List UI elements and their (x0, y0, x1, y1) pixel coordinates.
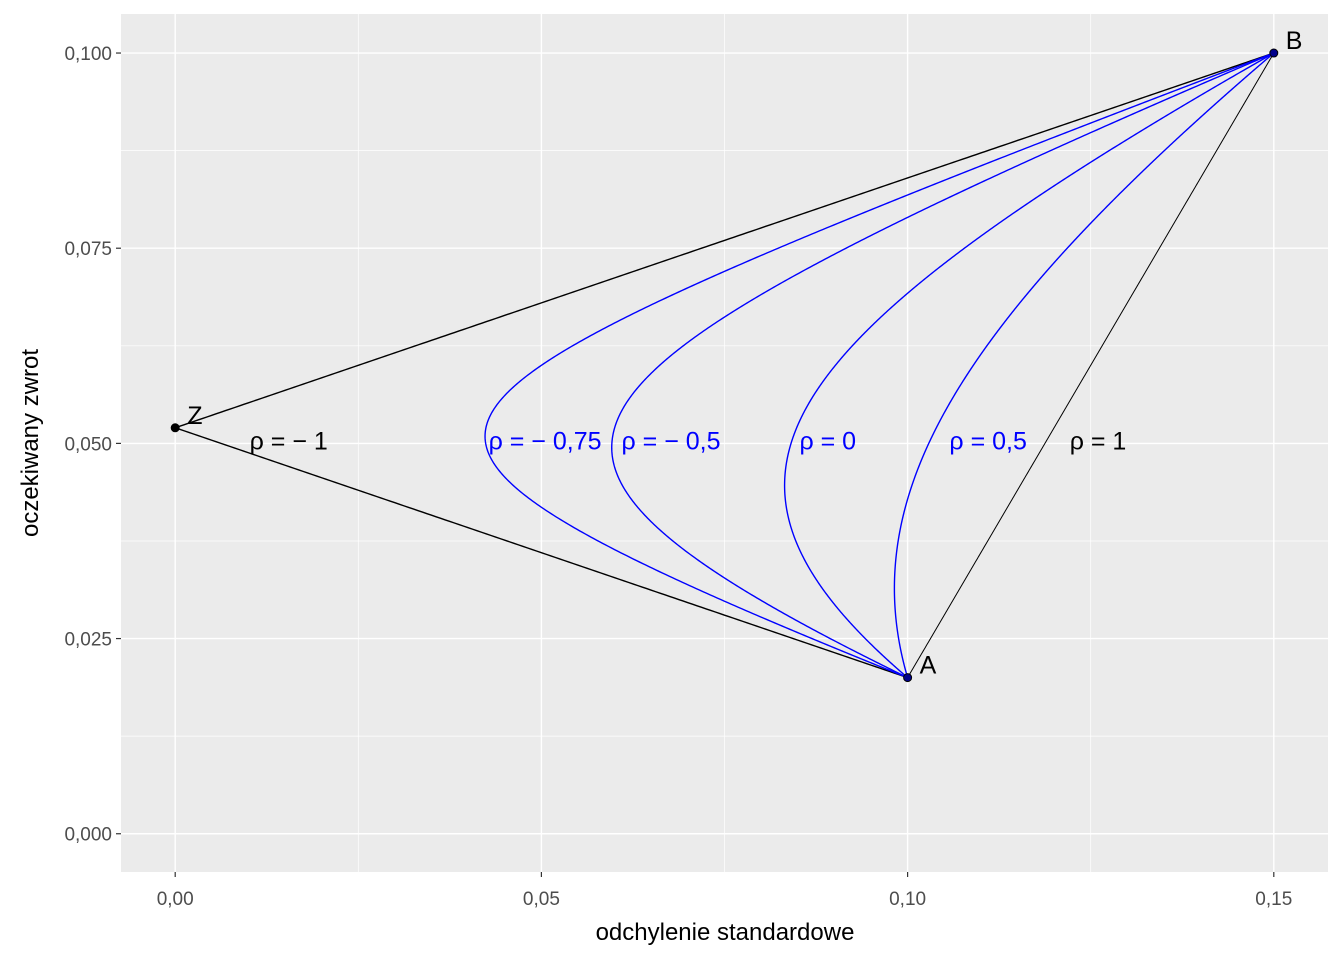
curves (173, 52, 1275, 679)
point-B (1269, 48, 1279, 58)
x-tick-label: 0,05 (523, 889, 560, 910)
curve-label: ρ = 0,5 (949, 427, 1026, 455)
y-tick-label: 0,075 (64, 239, 112, 260)
y-tick-label: 0,025 (64, 630, 112, 651)
x-axis-title: odchylenie standardowe (596, 919, 855, 946)
point-label: B (1286, 27, 1303, 55)
x-tick-label: 0,00 (157, 889, 194, 910)
y-axis-title: oczekiwany zwrot (17, 349, 44, 537)
point-label: A (920, 652, 937, 680)
frontier-curve (893, 52, 1275, 678)
frontier-curve (907, 52, 1275, 678)
curve-label: ρ = − 1 (250, 427, 328, 455)
frontier-curve (611, 52, 1275, 679)
point-label: Z (187, 402, 202, 430)
frontier-curve (173, 52, 1275, 679)
curve-labels: ρ = − 1 ρ = − 0,75 ρ = − 0,5 ρ = 0 ρ = 0,5 ρ … (250, 427, 1127, 455)
point-Z (170, 423, 180, 433)
curve-label: ρ = − 0,5 (622, 427, 721, 455)
curve-label: ρ = 0 (799, 427, 856, 455)
x-tick-label: 0,15 (1255, 889, 1292, 910)
frontier-curve (484, 52, 1275, 679)
points: A B Z (170, 27, 1303, 683)
y-tick-label: 0,050 (64, 434, 112, 455)
point-A (903, 673, 913, 683)
x-tick-label: 0,10 (889, 889, 926, 910)
y-tick-label: 0,000 (64, 825, 112, 846)
axes: 0,00 0,05 0,10 0,15 0,000 0,025 0,050 0,075 0,10… (64, 44, 1292, 910)
frontier-curve (783, 52, 1275, 679)
grid (121, 14, 1328, 872)
curve-label: ρ = 1 (1070, 427, 1127, 455)
curve-label: ρ = − 0,75 (489, 427, 602, 455)
y-tick-label: 0,100 (64, 44, 112, 65)
